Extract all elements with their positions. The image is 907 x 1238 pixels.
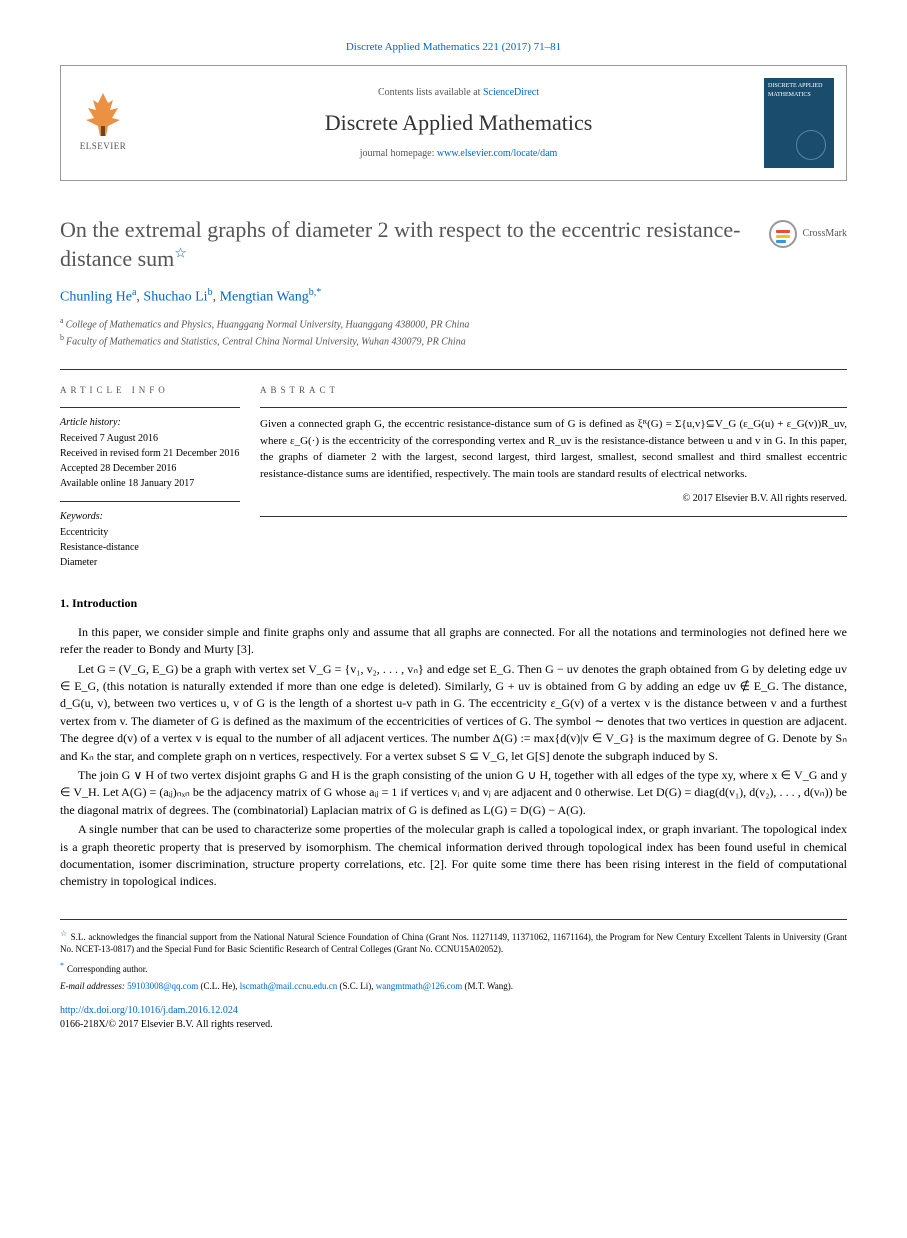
- cover-text: DISCRETE APPLIED MATHEMATICS: [764, 78, 834, 103]
- author-3[interactable]: Mengtian Wang: [220, 289, 309, 304]
- elsevier-tree-icon: [78, 88, 128, 138]
- footnotes: ☆S.L. acknowledges the financial support…: [60, 919, 847, 992]
- author-1-aff: a: [132, 287, 136, 298]
- email-3[interactable]: wangmtmath@126.com: [376, 981, 463, 991]
- keywords-label: Keywords:: [60, 510, 240, 524]
- intro-para-3: The join G ∨ H of two vertex disjoint gr…: [60, 767, 847, 819]
- affiliation-b: bFaculty of Mathematics and Statistics, …: [60, 332, 847, 349]
- email-3-name: (M.T. Wang).: [465, 981, 513, 991]
- contents-line: Contents lists available at ScienceDirec…: [153, 86, 764, 100]
- funding-star: ☆: [174, 247, 187, 262]
- crossmark-label: CrossMark: [803, 227, 847, 241]
- author-2-aff: b: [208, 287, 213, 298]
- contents-prefix: Contents lists available at: [378, 87, 483, 98]
- elsevier-label: ELSEVIER: [80, 140, 127, 153]
- author-2[interactable]: Shuchao Li: [143, 289, 207, 304]
- doi-link[interactable]: http://dx.doi.org/10.1016/j.dam.2016.12.…: [60, 1005, 238, 1016]
- homepage-link[interactable]: www.elsevier.com/locate/dam: [437, 148, 557, 159]
- info-heading: ARTICLE INFO: [60, 384, 240, 397]
- abstract-column: ABSTRACT Given a connected graph G, the …: [260, 384, 847, 571]
- crossmark-icon: [769, 220, 797, 248]
- received-date: Received 7 August 2016: [60, 432, 240, 446]
- elsevier-logo: ELSEVIER: [73, 88, 133, 158]
- revised-date: Received in revised form 21 December 201…: [60, 447, 240, 461]
- title-row: On the extremal graphs of diameter 2 wit…: [60, 216, 847, 273]
- keyword-1: Eccentricity: [60, 526, 240, 540]
- top-citation: Discrete Applied Mathematics 221 (2017) …: [60, 40, 847, 55]
- abstract-text: Given a connected graph G, the eccentric…: [260, 416, 847, 482]
- author-3-aff: b,*: [309, 287, 322, 298]
- email-2-name: (S.C. Li),: [339, 981, 373, 991]
- keyword-3: Diameter: [60, 556, 240, 570]
- intro-para-2: Let G = (V_G, E_G) be a graph with verte…: [60, 661, 847, 765]
- journal-cover-thumbnail: DISCRETE APPLIED MATHEMATICS: [764, 78, 834, 168]
- homepage-prefix: journal homepage:: [360, 148, 437, 159]
- funding-footnote: ☆S.L. acknowledges the financial support…: [60, 928, 847, 956]
- homepage-line: journal homepage: www.elsevier.com/locat…: [153, 147, 764, 161]
- affiliations: aCollege of Mathematics and Physics, Hua…: [60, 315, 847, 350]
- email-1[interactable]: 59103008@qq.com: [127, 981, 198, 991]
- keyword-2: Resistance-distance: [60, 541, 240, 555]
- abstract-heading: ABSTRACT: [260, 384, 847, 397]
- online-date: Available online 18 January 2017: [60, 477, 240, 491]
- abstract-copyright: © 2017 Elsevier B.V. All rights reserved…: [260, 492, 847, 506]
- corresponding-footnote: *Corresponding author.: [60, 960, 847, 976]
- intro-para-1: In this paper, we consider simple and fi…: [60, 624, 847, 659]
- doi-block: http://dx.doi.org/10.1016/j.dam.2016.12.…: [60, 1004, 847, 1032]
- star-marker: ☆: [60, 929, 68, 938]
- email-footnote: E-mail addresses: 59103008@qq.com (C.L. …: [60, 980, 847, 993]
- journal-name: Discrete Applied Mathematics: [153, 108, 764, 139]
- article-info: ARTICLE INFO Article history: Received 7…: [60, 384, 260, 571]
- title-text: On the extremal graphs of diameter 2 wit…: [60, 217, 741, 271]
- section-intro-heading: 1. Introduction: [60, 595, 847, 612]
- crossmark-badge[interactable]: CrossMark: [769, 220, 847, 248]
- intro-para-4: A single number that can be used to char…: [60, 821, 847, 891]
- email-2[interactable]: lscmath@mail.ccnu.edu.cn: [240, 981, 338, 991]
- issn-line: 0166-218X/© 2017 Elsevier B.V. All right…: [60, 1018, 847, 1032]
- email-label: E-mail addresses:: [60, 981, 125, 991]
- email-1-name: (C.L. He),: [200, 981, 237, 991]
- accepted-date: Accepted 28 December 2016: [60, 462, 240, 476]
- journal-header: ELSEVIER Contents lists available at Sci…: [60, 65, 847, 181]
- author-1[interactable]: Chunling He: [60, 289, 132, 304]
- cover-pattern-icon: [796, 130, 826, 160]
- authors-line: Chunling Hea, Shuchao Lib, Mengtian Wang…: [60, 286, 847, 307]
- affiliation-a: aCollege of Mathematics and Physics, Hua…: [60, 315, 847, 332]
- asterisk-marker: *: [60, 961, 64, 970]
- citation-link[interactable]: Discrete Applied Mathematics 221 (2017) …: [346, 41, 561, 53]
- article-title: On the extremal graphs of diameter 2 wit…: [60, 216, 749, 273]
- history-label: Article history:: [60, 416, 240, 430]
- header-center: Contents lists available at ScienceDirec…: [153, 86, 764, 161]
- info-abstract-row: ARTICLE INFO Article history: Received 7…: [60, 369, 847, 571]
- sciencedirect-link[interactable]: ScienceDirect: [483, 87, 539, 98]
